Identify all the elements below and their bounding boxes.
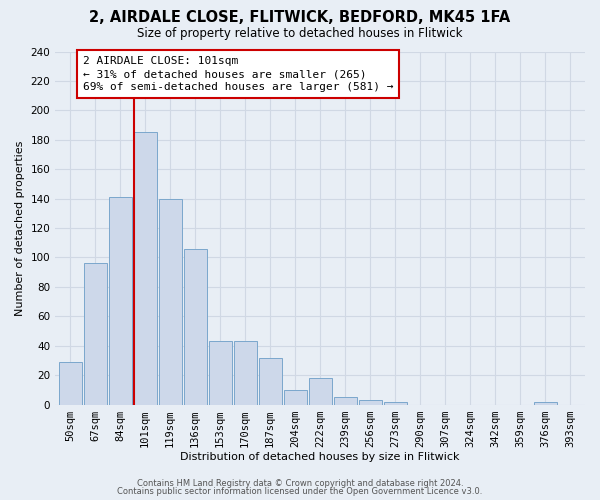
- Text: Size of property relative to detached houses in Flitwick: Size of property relative to detached ho…: [137, 28, 463, 40]
- X-axis label: Distribution of detached houses by size in Flitwick: Distribution of detached houses by size …: [181, 452, 460, 462]
- Bar: [184, 248, 206, 404]
- Y-axis label: Number of detached properties: Number of detached properties: [15, 140, 25, 316]
- Bar: [233, 342, 257, 404]
- Bar: [334, 397, 356, 404]
- Text: Contains HM Land Registry data © Crown copyright and database right 2024.: Contains HM Land Registry data © Crown c…: [137, 478, 463, 488]
- Bar: [533, 402, 557, 404]
- Bar: [308, 378, 332, 404]
- Text: 2 AIRDALE CLOSE: 101sqm
← 31% of detached houses are smaller (265)
69% of semi-d: 2 AIRDALE CLOSE: 101sqm ← 31% of detache…: [83, 56, 393, 92]
- Bar: [284, 390, 307, 404]
- Bar: [158, 198, 182, 404]
- Bar: [359, 400, 382, 404]
- Bar: [209, 342, 232, 404]
- Bar: [134, 132, 157, 404]
- Bar: [259, 358, 281, 405]
- Text: 2, AIRDALE CLOSE, FLITWICK, BEDFORD, MK45 1FA: 2, AIRDALE CLOSE, FLITWICK, BEDFORD, MK4…: [89, 10, 511, 25]
- Bar: [83, 264, 107, 404]
- Bar: [59, 362, 82, 405]
- Bar: [383, 402, 407, 404]
- Text: Contains public sector information licensed under the Open Government Licence v3: Contains public sector information licen…: [118, 487, 482, 496]
- Bar: [109, 197, 131, 404]
